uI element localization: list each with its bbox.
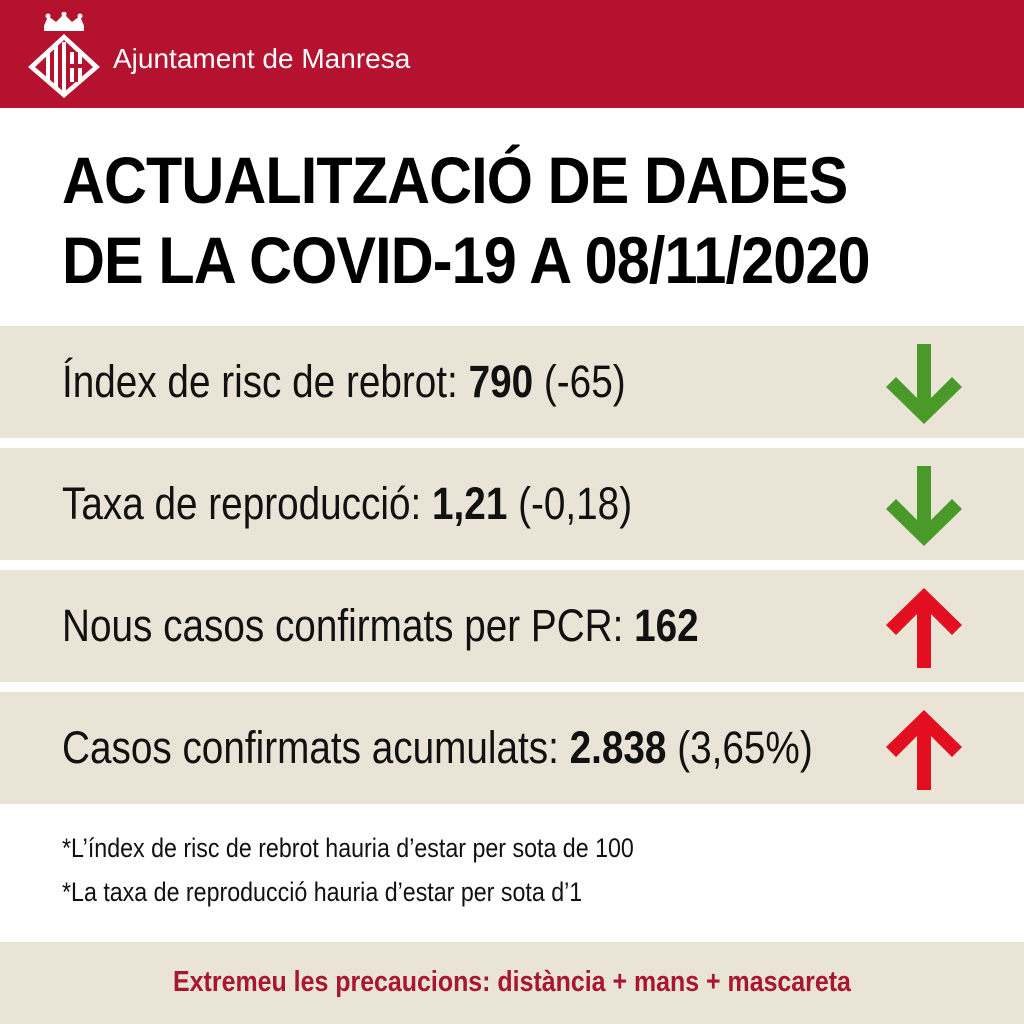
precautions-slogan: Extremeu les precaucions: distància + ma… bbox=[173, 966, 851, 998]
indicator-row-casos-acumulats: Casos confirmats acumulats: 2.838 (3,65%… bbox=[0, 692, 1024, 804]
footnote-risc: *L’índex de risc de rebrot hauria d’esta… bbox=[62, 833, 634, 863]
footer-bar: Extremeu les precaucions: distància + ma… bbox=[0, 942, 1024, 1024]
indicator-value: 1,21 bbox=[432, 478, 508, 529]
page-title: ACTUALITZACIÓ DE DADES DE LA COVID-19 A … bbox=[62, 140, 917, 300]
title-line-2: DE LA COVID-19 A 08/11/2020 bbox=[62, 223, 871, 297]
indicator-label: Taxa de reproducció: bbox=[62, 478, 433, 529]
indicator-label: Casos confirmats acumulats: bbox=[62, 722, 570, 773]
indicator-value: 790 bbox=[468, 356, 534, 407]
footnotes: *L’índex de risc de rebrot hauria d’esta… bbox=[62, 826, 634, 914]
arrow-up-icon bbox=[886, 710, 962, 790]
arrow-up-icon bbox=[886, 588, 962, 668]
indicator-row-nous-casos: Nous casos confirmats per PCR: 162 bbox=[0, 570, 1024, 682]
header-bar: Ajuntament de Manresa bbox=[0, 0, 1024, 108]
title-line-1: ACTUALITZACIÓ DE DADES bbox=[62, 143, 848, 217]
footnote-taxa: *La taxa de reproducció hauria d’estar p… bbox=[62, 877, 583, 907]
indicator-row-risc-rebrot: Índex de risc de rebrot: 790 (-65) bbox=[0, 326, 1024, 438]
indicator-text: Índex de risc de rebrot: 790 (-65) bbox=[62, 356, 626, 408]
arrow-down-icon bbox=[886, 466, 962, 546]
indicator-value: 162 bbox=[634, 600, 699, 651]
indicator-text: Nous casos confirmats per PCR: 162 bbox=[62, 600, 699, 652]
indicator-value: 2.838 bbox=[569, 722, 667, 773]
indicator-label: Índex de risc de rebrot: bbox=[62, 356, 469, 407]
indicator-row-taxa-reproduccio: Taxa de reproducció: 1,21 (-0,18) bbox=[0, 448, 1024, 560]
arrow-down-icon bbox=[886, 344, 962, 424]
org-name: Ajuntament de Manresa bbox=[113, 43, 411, 74]
manresa-coat-of-arms-icon bbox=[28, 12, 100, 98]
indicator-text: Casos confirmats acumulats: 2.838 (3,65%… bbox=[62, 722, 813, 774]
indicator-change: (3,65%) bbox=[666, 722, 813, 773]
indicator-change: (-0,18) bbox=[507, 478, 633, 529]
indicator-label: Nous casos confirmats per PCR: bbox=[62, 600, 635, 651]
indicator-text: Taxa de reproducció: 1,21 (-0,18) bbox=[62, 478, 632, 530]
indicator-change: (-65) bbox=[533, 356, 626, 407]
